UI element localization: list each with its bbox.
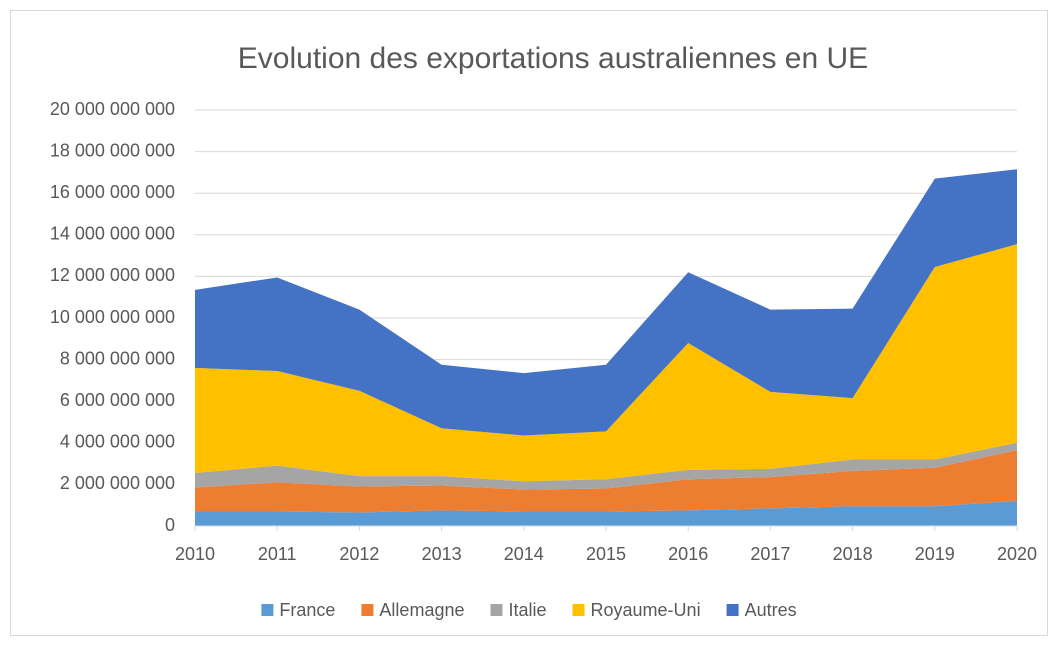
chart-title: Evolution des exportations australiennes… (238, 42, 868, 75)
legend-item: Royaume-Uni (572, 600, 701, 620)
x-tick-label: 2015 (586, 544, 626, 564)
area (195, 244, 1017, 482)
x-tick-label: 2020 (997, 544, 1037, 564)
y-tick-label: 2 000 000 000 (60, 473, 175, 493)
x-tick-label: 2017 (750, 544, 790, 564)
legend-label: Royaume-Uni (591, 600, 701, 620)
x-tick-label: 2018 (833, 544, 873, 564)
y-tick-label: 20 000 000 000 (50, 99, 175, 119)
x-tick-label: 2016 (668, 544, 708, 564)
legend-label: Autres (745, 600, 797, 620)
legend-swatch (361, 604, 374, 616)
legend-label: Allemagne (379, 600, 464, 620)
legend-label: France (279, 600, 335, 620)
y-tick-label: 14 000 000 000 (50, 224, 175, 244)
x-tick-label: 2014 (504, 544, 544, 564)
y-tick-label: 8 000 000 000 (60, 348, 175, 368)
legend-swatch (490, 604, 503, 616)
y-tick-label: 10 000 000 000 (50, 307, 175, 327)
y-tick-label: 6 000 000 000 (60, 390, 175, 410)
y-tick-label: 16 000 000 000 (50, 182, 175, 202)
x-tick-label: 2011 (258, 544, 297, 564)
y-tick-label: 18 000 000 000 (50, 140, 175, 160)
legend: France Allemagne Italie Royaume-Uni Autres (261, 600, 797, 620)
legend-item: France (261, 600, 335, 620)
area (195, 169, 1017, 436)
y-tick-label: 12 000 000 000 (50, 265, 175, 285)
y-tick-label: 4 000 000 000 (60, 432, 175, 452)
area (195, 442, 1017, 490)
legend-swatch (261, 604, 274, 616)
x-tick-label: 2012 (339, 544, 379, 564)
legend-label: Italie (508, 600, 546, 620)
legend-swatch (726, 604, 739, 616)
x-tick-label: 2019 (915, 544, 955, 564)
x-tick-label: 2010 (175, 544, 215, 564)
x-tick-label: 2013 (422, 544, 462, 564)
legend-swatch (572, 604, 585, 616)
legend-item: Italie (490, 600, 547, 620)
legend-item: Autres (726, 600, 797, 620)
y-tick-label: 0 (165, 515, 175, 535)
area (195, 450, 1017, 513)
legend-item: Allemagne (361, 600, 464, 620)
